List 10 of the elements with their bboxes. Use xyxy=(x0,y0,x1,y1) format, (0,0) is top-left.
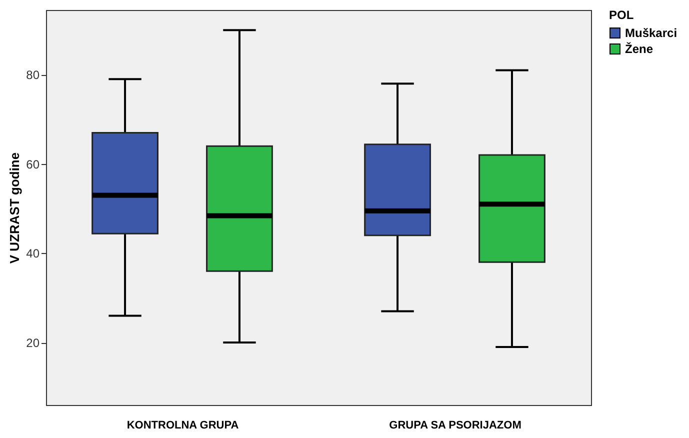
legend-label: Muškarci xyxy=(625,26,678,40)
legend-label: Žene xyxy=(625,42,654,56)
legend-title: POL xyxy=(609,8,634,22)
y-tick-label: 40 xyxy=(26,246,40,261)
y-tick-label: 20 xyxy=(26,336,40,350)
x-tick-label: KONTROLNA GRUPA xyxy=(126,420,239,432)
y-axis-title: V UZRAST godine xyxy=(7,152,22,264)
y-tick-label: 60 xyxy=(26,157,40,172)
y-tick-label: 80 xyxy=(26,68,40,82)
x-tick-label: GRUPA SA PSORIJAZOM xyxy=(389,420,522,432)
